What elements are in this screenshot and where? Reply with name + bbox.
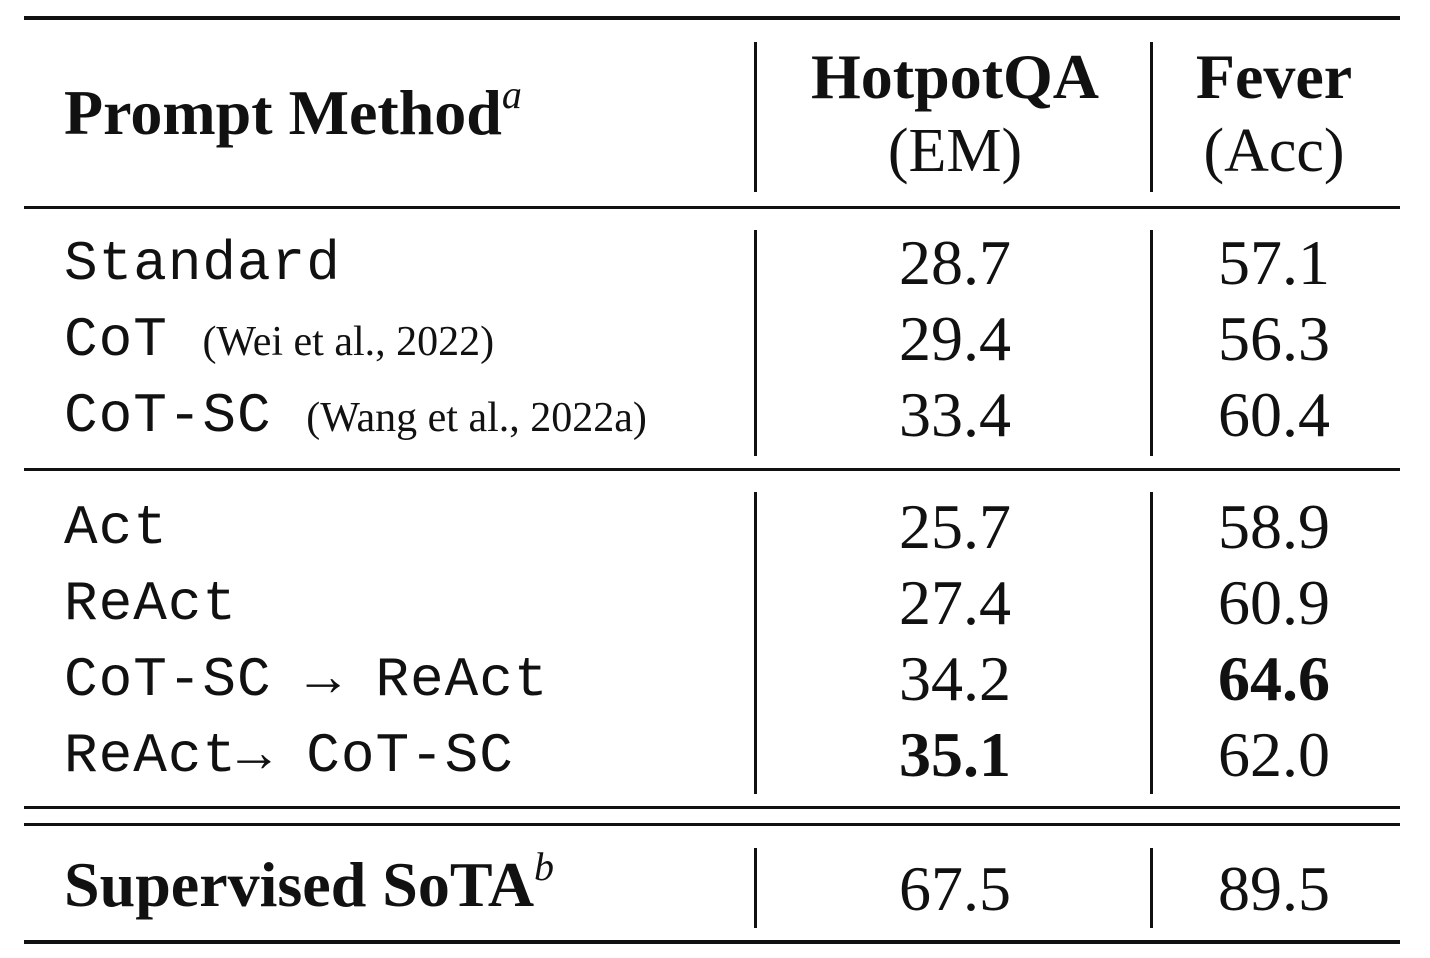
header-hotpotqa: HotpotQA [811, 41, 1099, 112]
citation: (Wei et al., 2022) [202, 319, 495, 365]
header-method: Prompt Methoda [64, 72, 522, 149]
header-fever-metric: (Acc) [1203, 117, 1345, 185]
double-rule-bottom [24, 823, 1400, 826]
header-fever: Fever [1195, 41, 1353, 112]
group-rule [24, 468, 1400, 471]
table-row-method: ReAct [64, 572, 238, 636]
column-divider [754, 42, 757, 192]
table-row-method: CoT-SC (Wang et al., 2022a) [64, 384, 647, 448]
header-hotpotqa-metric: (EM) [887, 117, 1023, 185]
table-cell-hotpotqa: 33.4 [899, 379, 1011, 450]
top-rule [24, 16, 1400, 20]
column-divider [1150, 230, 1153, 456]
table-cell-fever: 62.0 [1218, 719, 1330, 790]
table-cell-fever: 56.3 [1218, 303, 1330, 374]
column-divider [754, 492, 757, 794]
table-cell-hotpotqa: 25.7 [899, 491, 1011, 562]
table-cell-hotpotqa: 27.4 [899, 567, 1011, 638]
citation: (Wang et al., 2022a) [306, 395, 647, 441]
double-rule-top [24, 806, 1400, 809]
header-rule [24, 206, 1400, 209]
table-cell-fever: 60.4 [1218, 379, 1330, 450]
table-cell-fever: 57.1 [1218, 227, 1330, 298]
table-cell-hotpotqa-best: 35.1 [899, 719, 1011, 790]
table-row-method: CoT-SC → ReAct [64, 648, 549, 712]
column-divider [754, 848, 757, 928]
table-cell-hotpotqa: 28.7 [899, 227, 1011, 298]
table-cell-hotpotqa: 29.4 [899, 303, 1011, 374]
table-cell-fever-best: 64.6 [1218, 643, 1330, 714]
table-row-method: CoT (Wei et al., 2022) [64, 308, 495, 372]
column-divider [754, 230, 757, 456]
column-divider [1150, 492, 1153, 794]
table-cell-fever: 89.5 [1218, 853, 1330, 924]
column-divider [1150, 42, 1153, 192]
table-row-method: Act [64, 496, 168, 560]
table-row-method: ReAct→ CoT-SC [64, 724, 514, 788]
supervised-method: Supervised SoTAb [64, 844, 555, 921]
table-cell-hotpotqa: 34.2 [899, 643, 1011, 714]
table-cell-fever: 60.9 [1218, 567, 1330, 638]
table-row-method: Standard [64, 232, 341, 296]
table-cell-fever: 58.9 [1218, 491, 1330, 562]
bottom-rule [24, 940, 1400, 944]
table-cell-hotpotqa: 67.5 [899, 853, 1011, 924]
column-divider [1150, 848, 1153, 928]
